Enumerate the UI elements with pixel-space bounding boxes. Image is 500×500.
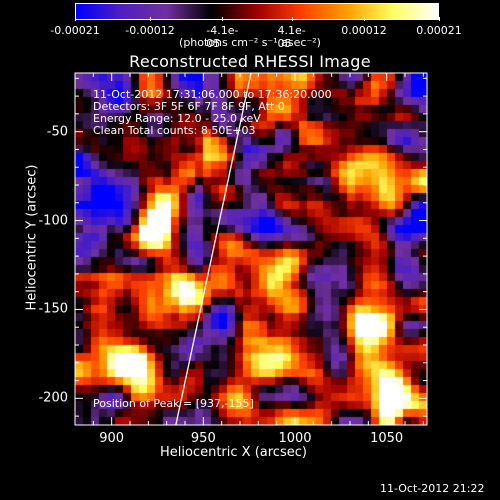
y-axis-label: Heliocentric Y (arcsec) (24, 164, 40, 311)
colorbar-tick (75, 17, 76, 21)
y-tick-label: -100 (38, 213, 68, 229)
annotation-clean-counts: Clean Total counts: 8.50E+03 (93, 124, 256, 137)
colorbar-tick-label: 4.1e-05 (277, 24, 306, 50)
y-tick-label: -200 (38, 390, 68, 406)
colorbar-tick-label: -0.00012 (125, 24, 175, 37)
x-tick-label: 900 (99, 431, 125, 446)
colorbar-tick (364, 17, 366, 21)
plot-title: Reconstructed RHESSI Image (129, 52, 371, 71)
y-tick-label: -50 (46, 124, 68, 140)
x-tick-label: 950 (190, 431, 216, 446)
x-tick-label: 1000 (278, 431, 312, 446)
colorbar-tick-label: 0.00012 (341, 24, 387, 37)
colorbar-tick-label: 0.00021 (416, 24, 462, 37)
x-axis-label: Heliocentric X (arcsec) (160, 445, 307, 460)
xray-intensity-map (75, 73, 427, 425)
annotation-detectors: Detectors: 3F 5F 6F 7F 8F 9F, Att 0 (93, 100, 285, 113)
annotation-energy-range: Energy Range: 12.0 - 25.0 keV (93, 112, 261, 125)
footer-timestamp: 11-Oct-2012 21:22 (380, 482, 485, 495)
y-tick-label: -150 (38, 301, 68, 317)
colorbar-unit-label: (photons cm⁻² s⁻¹ asec⁻²) (179, 36, 321, 49)
annotation-time-range: 11-Oct-2012 17:31:06.000 to 17:36:20.000 (93, 88, 332, 101)
plot-frame (74, 72, 428, 426)
colorbar-gradient (75, 3, 439, 20)
colorbar-tick-label: -0.00021 (50, 24, 100, 37)
x-tick-label: 1050 (370, 431, 404, 446)
colorbar-tick-label: -4.1e-05 (206, 24, 239, 50)
colorbar-tick (439, 17, 440, 21)
annotation-peak-position: Position of Peak = [937,-155] (93, 397, 254, 410)
solar-limb-line (175, 72, 252, 426)
colorbar-tick (149, 17, 151, 21)
colorbar-tick (222, 17, 224, 21)
colorbar-tick (291, 17, 293, 21)
